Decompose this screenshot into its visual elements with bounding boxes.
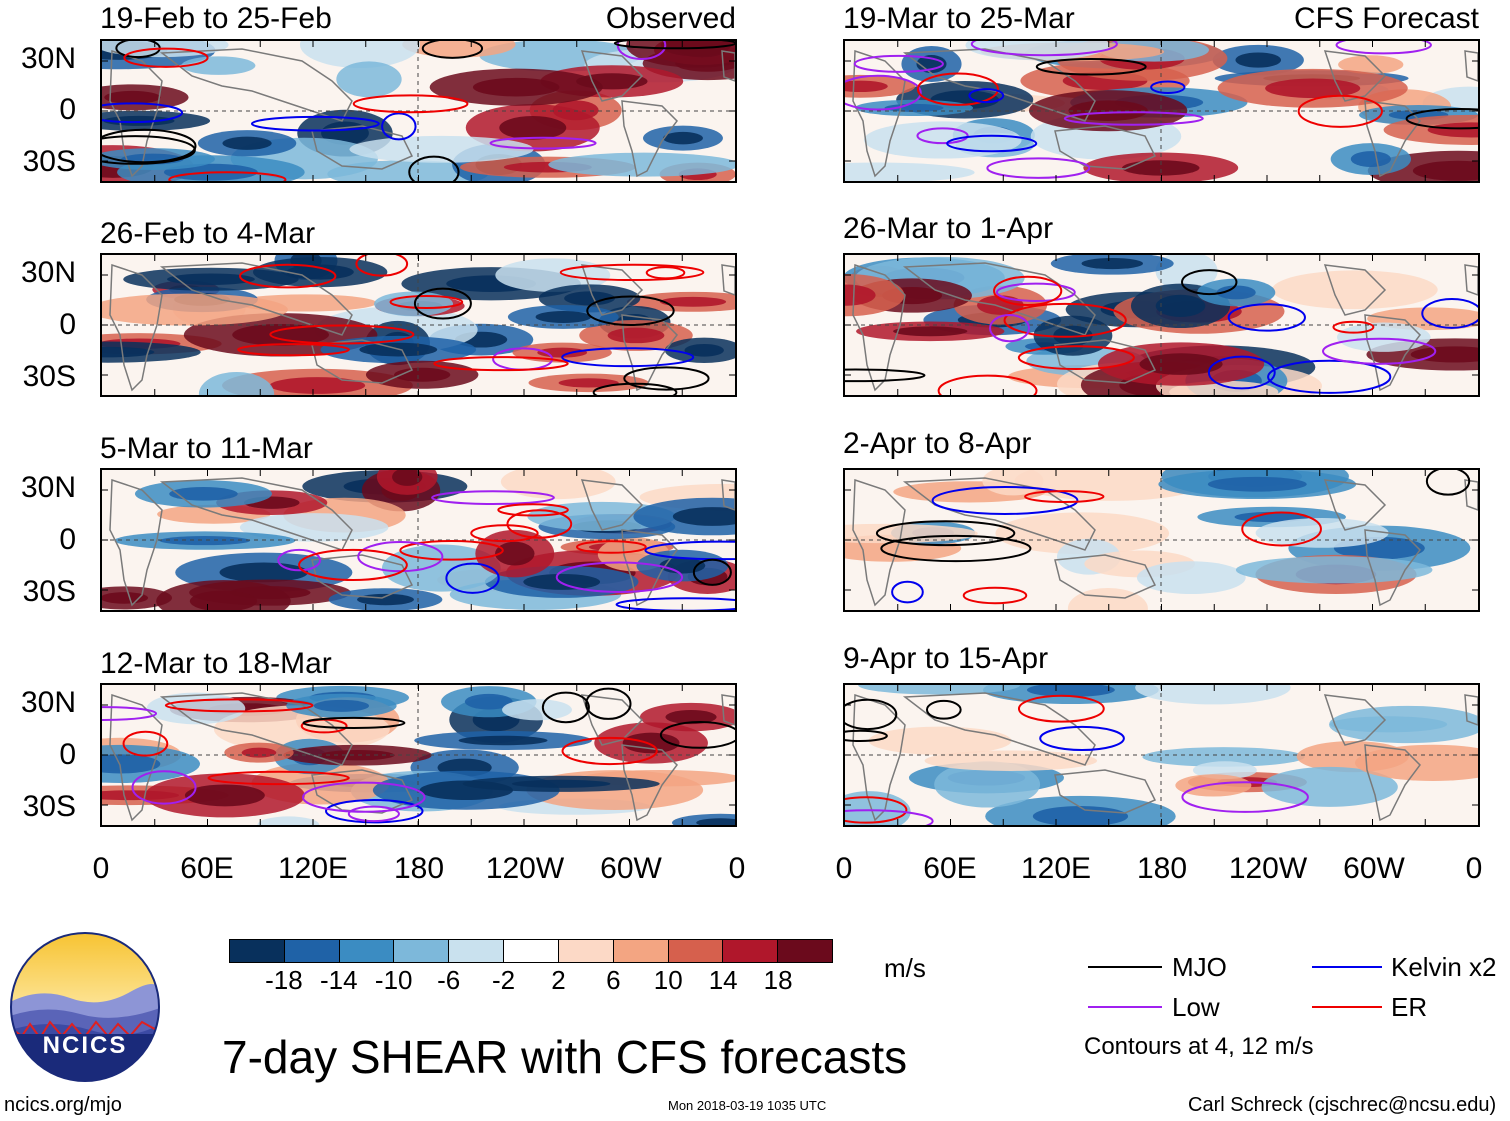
colorbar-label: -10 <box>374 965 413 995</box>
shear-map-icon <box>845 255 1478 395</box>
shear-map-icon <box>102 470 735 610</box>
x-tick: 120E <box>1020 852 1092 885</box>
x-tick: 60E <box>923 852 977 885</box>
map-panel-cfs-3 <box>843 468 1480 612</box>
ncics-logo: NCICS <box>10 932 160 1082</box>
colorbar-label: 10 <box>653 965 683 995</box>
x-tick: 180 <box>393 852 445 885</box>
legend-line-mjo <box>1088 966 1162 968</box>
y-tick-30n: 30N <box>20 256 76 289</box>
shear-map-icon <box>102 685 735 825</box>
legend-label-mjo: MJO <box>1172 952 1227 982</box>
x-tick: 0 <box>1465 852 1483 885</box>
x-tick: 120E <box>277 852 349 885</box>
colorbar-swatch <box>504 940 559 962</box>
map-panel-obs-3 <box>100 468 737 612</box>
colorbar-swatch <box>284 940 340 962</box>
shear-map-icon <box>102 255 735 395</box>
panel-title-cfs-3: 2-Apr to 8-Apr <box>843 427 1032 460</box>
map-panel-obs-4 <box>100 683 737 827</box>
x-tick: 60E <box>180 852 234 885</box>
panel-title-obs-1: 19-Feb to 25-Feb <box>100 2 332 35</box>
colorbar-label: 6 <box>606 965 621 995</box>
y-tick-30n: 30N <box>20 686 76 719</box>
colorbar-label: 2 <box>551 965 566 995</box>
shear-map-icon <box>102 41 735 181</box>
y-tick-0: 0 <box>59 738 76 771</box>
panel-title-obs-4: 12-Mar to 18-Mar <box>100 647 332 680</box>
y-tick-30s: 30S <box>22 360 76 393</box>
colorbar-swatch <box>394 940 450 962</box>
x-tick: 0 <box>92 852 110 885</box>
colorbar-swatch <box>339 940 395 962</box>
legend-label-kelvin: Kelvin x2 <box>1391 952 1497 982</box>
legend-label-er: ER <box>1391 992 1428 1022</box>
x-tick: 180 <box>1136 852 1188 885</box>
footer-url[interactable]: ncics.org/mjo <box>4 1094 122 1116</box>
colorbar-unit: m/s <box>884 953 926 983</box>
y-tick-30n: 30N <box>20 42 76 75</box>
ncics-logo-icon <box>10 932 160 1082</box>
colorbar-swatch <box>723 940 779 962</box>
observed-label: Observed <box>605 2 736 35</box>
legend-line-er <box>1312 1006 1382 1008</box>
colorbar-label: 18 <box>763 965 793 995</box>
colorbar-labels: -18 -14 -10 -6 -2 2 6 10 14 18 <box>229 967 833 997</box>
x-tick: 120W <box>1228 852 1308 885</box>
y-tick-0: 0 <box>59 93 76 126</box>
panel-title-obs-3: 5-Mar to 11-Mar <box>100 432 313 465</box>
x-tick: 60W <box>600 852 662 885</box>
y-tick-0: 0 <box>59 308 76 341</box>
colorbar-label: -14 <box>320 965 358 995</box>
y-tick-30s: 30S <box>22 575 76 608</box>
main-title: 7-day SHEAR with CFS forecasts <box>222 1031 908 1083</box>
cfs-forecast-label: CFS Forecast <box>1293 2 1479 35</box>
y-tick-30n: 30N <box>20 471 76 504</box>
colorbar-swatch <box>613 940 669 962</box>
colorbar-swatch <box>778 940 832 962</box>
x-tick: 120W <box>485 852 565 885</box>
panel-title-cfs-1: 19-Mar to 25-Mar <box>843 2 1075 35</box>
y-tick-30s: 30S <box>22 790 76 823</box>
legend-line-low <box>1088 1006 1162 1008</box>
panel-title-cfs-4: 9-Apr to 15-Apr <box>843 642 1049 675</box>
shear-map-icon <box>845 685 1478 825</box>
colorbar <box>229 939 833 963</box>
colorbar-swatch <box>668 940 724 962</box>
shear-map-icon <box>845 470 1478 610</box>
colorbar-swatch <box>449 940 505 962</box>
shear-map-icon <box>845 41 1478 181</box>
colorbar-swatch <box>558 940 614 962</box>
footer-timestamp: Mon 2018-03-19 1035 UTC <box>668 1098 827 1113</box>
y-tick-30s: 30S <box>22 145 76 178</box>
footer-credit: Carl Schreck (cjschrec@ncsu.edu) <box>1188 1094 1497 1116</box>
logo-text: NCICS <box>42 1032 128 1059</box>
x-tick: 0 <box>728 852 746 885</box>
x-tick: 60W <box>1343 852 1405 885</box>
map-panel-obs-1 <box>100 39 737 183</box>
y-tick-0: 0 <box>59 523 76 556</box>
map-panel-cfs-2 <box>843 253 1480 397</box>
colorbar-label: -18 <box>265 965 303 995</box>
map-panel-cfs-4 <box>843 683 1480 827</box>
legend-label-low: Low <box>1172 992 1220 1022</box>
legend-line-kelvin <box>1312 966 1382 968</box>
legend-note: Contours at 4, 12 m/s <box>1084 1033 1314 1060</box>
colorbar-label: 14 <box>708 965 738 995</box>
map-panel-obs-2 <box>100 253 737 397</box>
colorbar-label: -6 <box>437 965 461 995</box>
map-panel-cfs-1 <box>843 39 1480 183</box>
colorbar-label: -2 <box>491 965 516 995</box>
panel-title-cfs-2: 26-Mar to 1-Apr <box>843 212 1054 245</box>
colorbar-swatch <box>230 940 285 962</box>
x-tick: 0 <box>835 852 853 885</box>
panel-title-obs-2: 26-Feb to 4-Mar <box>100 217 316 250</box>
